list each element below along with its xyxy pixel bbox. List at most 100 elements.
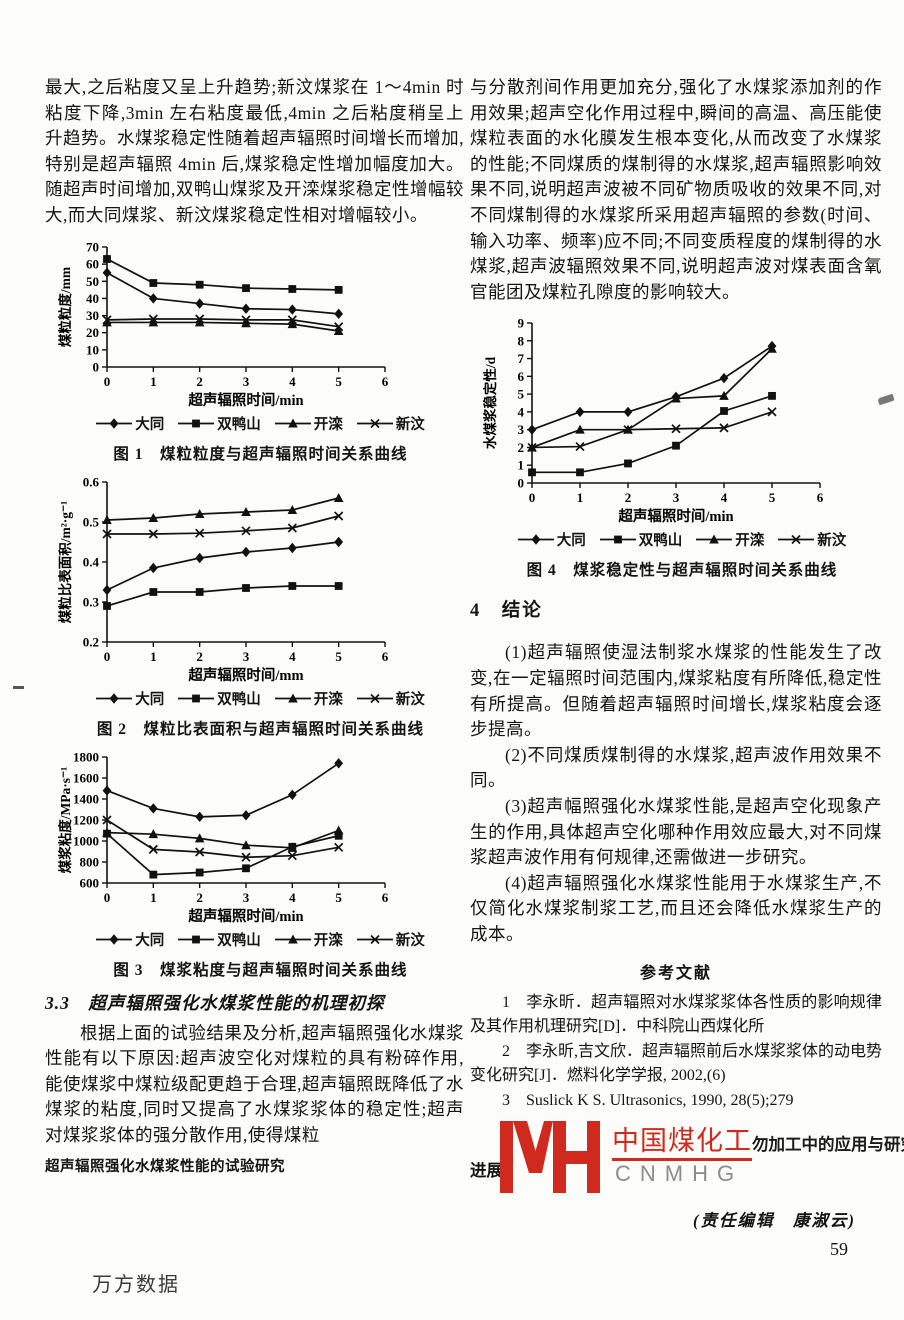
chart-legend-item: 双鸭山	[178, 413, 261, 434]
svg-text:2: 2	[625, 490, 632, 505]
svg-text:1: 1	[150, 649, 157, 664]
svg-text:3: 3	[673, 490, 680, 505]
reference-item: 2 李永昕,吉文欣．超声辐照前后水煤浆浆体的动电势变化研究[J]．燃料化学学报,…	[470, 1043, 883, 1084]
svg-text:4: 4	[289, 649, 296, 664]
scan-dash	[13, 686, 24, 689]
cnmhg-watermark: 进展 中国煤化工勿加工中的应用与研究 CNMHG	[470, 1117, 904, 1201]
svg-text:5: 5	[335, 890, 342, 905]
svg-text:50: 50	[86, 273, 99, 288]
svg-text:0.6: 0.6	[83, 474, 100, 489]
svg-text:5: 5	[335, 374, 342, 389]
svg-text:煤粒比表面积/m²·g⁻¹: 煤粒比表面积/m²·g⁻¹	[57, 500, 73, 622]
chart-legend-item: 新汶	[356, 413, 425, 434]
figure-3: 600 800 1000 1200 1400 1600 1800 0 1 2 3 4 5 6 煤浆粘度/MP…	[57, 749, 464, 980]
x-legend-icon	[356, 934, 393, 944]
svg-text:2: 2	[196, 374, 203, 389]
figure3-legend: 大同 双鸭山 开滦 新汶	[57, 929, 464, 950]
svg-text:1: 1	[518, 458, 525, 473]
svg-text:6: 6	[382, 890, 389, 905]
chart-legend-item: 开滦	[274, 413, 343, 434]
figure1-legend: 大同 双鸭山 开滦 新汶	[57, 413, 464, 434]
svg-text:超声辐照时间/mm: 超声辐照时间/mm	[187, 666, 303, 684]
figure3-caption: 图 3 煤浆粘度与超声辐照时间关系曲线	[113, 961, 408, 979]
figure2-caption: 图 2 煤粒比表面积与超声辐照时间关系曲线	[96, 720, 425, 738]
svg-text:4: 4	[289, 890, 296, 905]
editor-credit: (责任编辑 康淑云)	[693, 1210, 856, 1230]
chart-legend-item: 双鸭山	[178, 688, 261, 709]
svg-text:0.5: 0.5	[83, 514, 100, 529]
svg-text:超声辐照时间/min: 超声辐照时间/min	[617, 507, 733, 525]
figure1-plot: 0 10 20 30 40 50 60 70 0 1 2 3 4 5 6 煤粒粒度/mm 超声辐照时间/min	[57, 239, 389, 409]
reference-item: 1 李永昕．超声辐照对水煤浆浆体各性质的影响规律及其作用机理研究[D]．中科院山…	[470, 994, 882, 1035]
diamond-legend-icon	[96, 417, 133, 429]
diamond-legend-icon	[517, 534, 554, 546]
svg-text:40: 40	[86, 290, 99, 305]
svg-text:3: 3	[243, 374, 250, 389]
reference-item: 3 Suslick K S. Ultrasonics, 1990, 28(5);…	[502, 1092, 794, 1110]
svg-text:0.4: 0.4	[83, 554, 100, 569]
chart-legend-item: 新汶	[356, 929, 425, 950]
triangle-legend-icon	[696, 534, 733, 544]
wanfang-watermark: 万方数据	[92, 1274, 180, 1296]
svg-text:70: 70	[86, 239, 99, 254]
square-legend-icon	[178, 694, 215, 702]
svg-text:1: 1	[150, 890, 157, 905]
svg-text:4: 4	[289, 374, 296, 389]
svg-text:1800: 1800	[73, 749, 99, 764]
chart-legend-item: 双鸭山	[599, 529, 682, 550]
brand-line: 中国煤化工勿加工中的应用与研究	[612, 1119, 904, 1161]
svg-text:6: 6	[382, 374, 389, 389]
figure2-plot: 0.2 0.3 0.4 0.5 0.6 0 1 2 3 4 5 6 煤粒比表面积/m²·g⁻¹ 超声辐照时…	[57, 474, 389, 684]
figure3-plot: 600 800 1000 1200 1400 1600 1800 0 1 2 3 4 5 6 煤浆粘度/MP…	[57, 749, 389, 925]
chart-legend-item: 新汶	[778, 529, 846, 550]
svg-text:600: 600	[80, 875, 100, 890]
diamond-legend-icon	[96, 692, 133, 704]
svg-text:0: 0	[529, 490, 536, 505]
conclusion-paragraph: (2)不同煤质煤制得的水煤浆,超声波作用效果不同。	[470, 744, 882, 791]
figure4-caption: 图 4 煤浆稳定性与超声辐照时间关系曲线	[526, 562, 838, 580]
references-heading: 参考文献	[639, 965, 712, 983]
chart-legend-item: 开滦	[274, 929, 343, 950]
square-legend-icon	[178, 419, 215, 427]
chart-legend-item: 新汶	[356, 688, 425, 709]
svg-text:1: 1	[150, 374, 157, 389]
x-legend-icon	[778, 535, 815, 545]
svg-text:0.3: 0.3	[83, 594, 100, 609]
svg-text:煤粒粒度/mm: 煤粒粒度/mm	[57, 266, 73, 347]
svg-text:1400: 1400	[73, 791, 99, 806]
svg-text:0: 0	[104, 649, 111, 664]
svg-text:煤浆粘度/MPa·s⁻¹: 煤浆粘度/MPa·s⁻¹	[57, 766, 73, 872]
x-legend-icon	[356, 693, 393, 703]
svg-text:8: 8	[518, 334, 525, 349]
running-footnote: 超声辐照强化水煤浆性能的试验研究	[45, 1158, 285, 1175]
figure-2: 0.2 0.3 0.4 0.5 0.6 0 1 2 3 4 5 6 煤粒比表面积/m²·g⁻¹ 超声辐照时…	[57, 474, 464, 739]
conclusion-paragraph: (3)超声幅照强化水煤浆性能,是超声空化现象产生的作用,具体超声空化哪种作用效应…	[470, 795, 882, 868]
x-legend-icon	[356, 418, 393, 428]
section-3-3-heading: 3.3 超声辐照强化水煤浆性能的机理初探	[45, 992, 385, 1013]
chart-legend-item: 大同	[96, 413, 164, 434]
svg-text:3: 3	[243, 649, 250, 664]
svg-text:1200: 1200	[73, 812, 99, 827]
svg-text:3: 3	[243, 890, 250, 905]
obscured-text-fragment: 勿加工中的应用与研究	[752, 1134, 904, 1154]
svg-text:0.2: 0.2	[83, 634, 99, 649]
chart-legend-item: 大同	[96, 688, 164, 709]
conclusion-paragraph: (4)超声辐照强化水煤浆性能用于水煤浆生产,不仅简化水煤浆制浆工艺,而且还会降低…	[470, 872, 882, 944]
triangle-legend-icon	[274, 693, 311, 703]
svg-text:9: 9	[518, 316, 525, 331]
svg-text:2: 2	[196, 649, 203, 664]
svg-text:超声辐照时间/min: 超声辐照时间/min	[187, 391, 303, 409]
svg-text:0: 0	[104, 374, 111, 389]
figure2-legend: 大同 双鸭山 开滦 新汶	[57, 688, 464, 709]
section-4-heading: 4 结论	[470, 601, 543, 622]
brand-name-en: CNMHG	[615, 1160, 744, 1186]
svg-text:5: 5	[335, 649, 342, 664]
svg-text:0: 0	[518, 476, 525, 491]
svg-text:2: 2	[196, 890, 203, 905]
svg-text:超声辐照时间/min: 超声辐照时间/min	[187, 907, 303, 925]
svg-text:水煤浆稳定性/d: 水煤浆稳定性/d	[482, 357, 498, 450]
svg-text:4: 4	[518, 405, 525, 420]
diamond-legend-icon	[96, 933, 133, 945]
svg-text:5: 5	[769, 490, 776, 505]
